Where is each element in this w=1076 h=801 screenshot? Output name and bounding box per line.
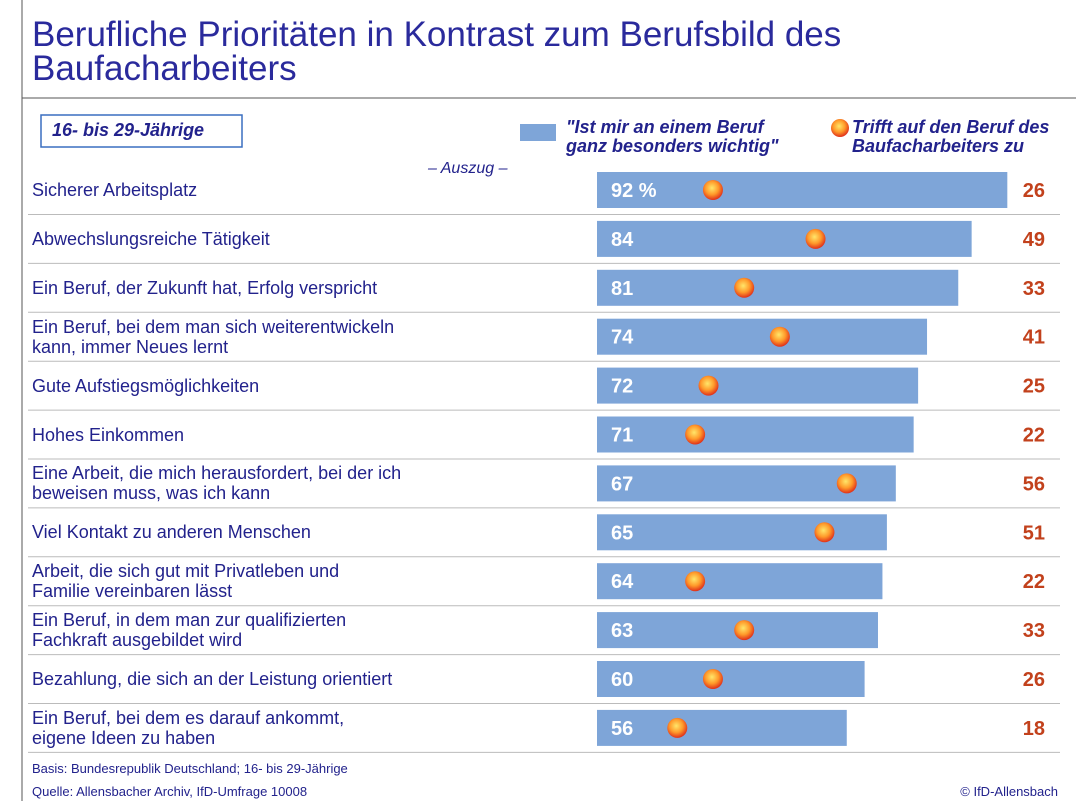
dot-value-label: 33: [1023, 620, 1045, 642]
bar-value-label: 64: [611, 571, 634, 593]
bar-value-label: 84: [611, 229, 634, 251]
bar: [597, 367, 919, 404]
dot-value-label: 41: [1023, 327, 1045, 349]
bar-value-label: 67: [611, 473, 633, 495]
dot: [698, 375, 719, 396]
legend-label: "Ist mir an einem Beruf ganz besonders w…: [566, 117, 779, 156]
dot: [702, 180, 723, 200]
category-label: Ein Beruf, in dem man zur qualifizierten…: [32, 610, 347, 651]
dot-value-label: 26: [1023, 180, 1045, 202]
category-label: Bezahlung, die sich an der Leistung orie…: [32, 669, 393, 689]
legend-swatch: [831, 119, 849, 137]
dot: [805, 228, 826, 249]
category-label: Eine Arbeit, die mich herausfordert, bei…: [32, 463, 402, 504]
dot-value-label: 22: [1023, 425, 1045, 447]
bar-value-label: 74: [611, 327, 634, 349]
legend-swatch: [520, 124, 556, 141]
dot: [685, 571, 706, 592]
bar: [597, 269, 959, 306]
dot: [836, 473, 857, 494]
dot-value-label: 56: [1023, 473, 1045, 495]
bar-value-label: 60: [611, 669, 633, 691]
dot-value-label: 33: [1023, 278, 1045, 300]
footer: Quelle: Allensbacher Archiv, IfD-Umfrage…: [32, 784, 308, 799]
dot-value-label: 26: [1023, 669, 1045, 691]
dot: [814, 522, 835, 543]
chart-title: Berufliche Prioritäten in Kontrast zum B…: [32, 15, 842, 88]
category-label: Ein Beruf, der Zukunft hat, Erfolg versp…: [32, 277, 378, 298]
bar-value-label: 56: [611, 718, 633, 740]
category-label: Ein Beruf, bei dem man sich weiterentwic…: [32, 316, 395, 357]
bar-value-label: 63: [611, 620, 633, 642]
category-label: Hohes Einkommen: [32, 424, 185, 445]
annotation: – Auszug –: [428, 160, 508, 177]
bar: [597, 709, 847, 746]
dot-value-label: 49: [1023, 229, 1045, 251]
category-label: Viel Kontakt zu anderen Menschen: [32, 522, 311, 543]
dot-value-label: 18: [1023, 718, 1045, 740]
dot: [667, 717, 688, 738]
dot: [769, 326, 790, 347]
bar-value-label: 81: [611, 278, 633, 300]
category-label: Sicherer Arbeitsplatz: [32, 180, 198, 200]
bar: [597, 661, 865, 697]
copyright: © IfD-Allensbach: [960, 784, 1058, 799]
dot-value-label: 51: [1023, 522, 1045, 544]
dot-value-label: 22: [1023, 571, 1045, 593]
legend-label: Trifft auf den Beruf des Baufacharbeiter…: [852, 117, 1050, 156]
bar-value-label: 65: [611, 522, 633, 544]
category-label: Abwechslungsreiche Tätigkeit: [32, 228, 270, 249]
subtitle: 16- bis 29-Jährige: [52, 120, 205, 140]
bar: [597, 172, 1008, 208]
dot: [702, 669, 723, 689]
bar: [597, 220, 972, 257]
bar-value-label: 71: [611, 425, 633, 447]
bar: [597, 514, 887, 551]
category-label: Arbeit, die sich gut mit Privatleben und…: [32, 561, 340, 602]
subtitle-box: [40, 114, 243, 148]
category-label: Ein Beruf, bei dem es darauf ankommt, ei…: [32, 707, 345, 748]
dot: [685, 424, 706, 445]
dot: [734, 620, 755, 641]
bar: [597, 416, 914, 453]
footer: Basis: Bundesrepublik Deutschland; 16- b…: [32, 761, 348, 776]
bar: [597, 318, 928, 355]
bar-value-label: 72: [611, 376, 633, 398]
bar-value-label: 92 %: [611, 180, 657, 202]
bar: [597, 563, 883, 600]
dot-value-label: 25: [1023, 376, 1045, 398]
dot: [734, 277, 755, 298]
category-label: Gute Aufstiegsmöglichkeiten: [32, 375, 260, 396]
